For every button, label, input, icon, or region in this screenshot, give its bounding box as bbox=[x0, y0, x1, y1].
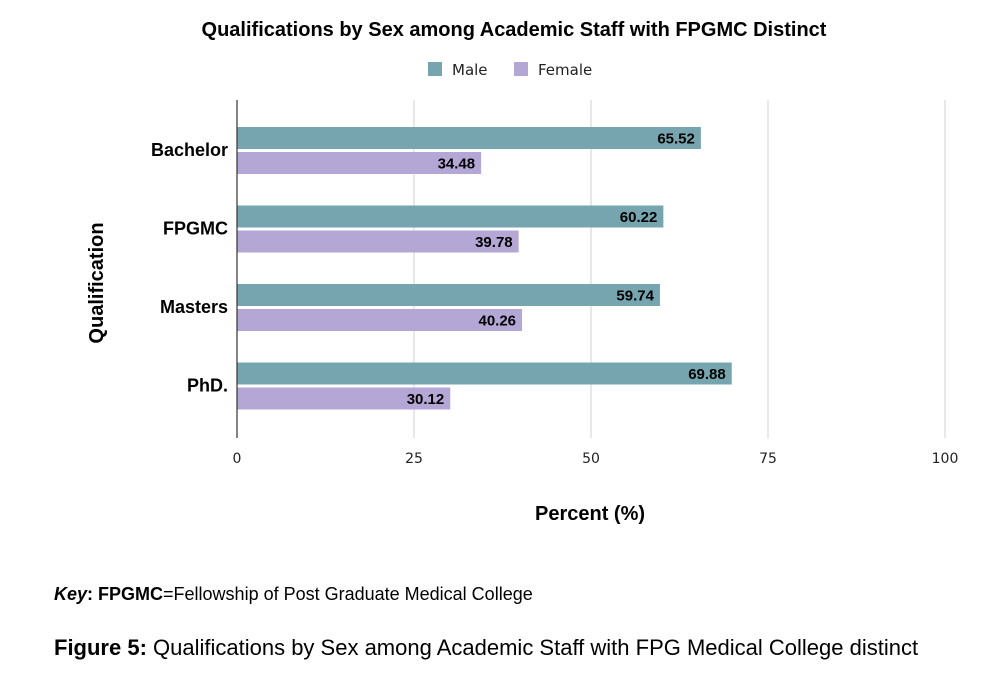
x-tick-label: 100 bbox=[932, 451, 959, 467]
bar-male bbox=[237, 362, 732, 385]
x-tick-label: 50 bbox=[582, 451, 600, 467]
legend-swatch-female bbox=[514, 62, 528, 76]
figure-caption: Figure 5: Qualifications by Sex among Ac… bbox=[54, 635, 918, 661]
category-label: Masters bbox=[160, 297, 228, 317]
data-label: 30.12 bbox=[407, 391, 445, 408]
x-tick-label: 25 bbox=[405, 451, 423, 467]
key-abbr: FPGMC bbox=[98, 584, 164, 604]
key-note: Key: FPGMC=Fellowship of Post Graduate M… bbox=[54, 584, 533, 605]
key-definition: =Fellowship of Post Graduate Medical Col… bbox=[163, 584, 533, 604]
bar-female bbox=[237, 230, 519, 253]
data-label: 65.52 bbox=[657, 131, 695, 148]
data-label: 39.78 bbox=[475, 234, 513, 251]
x-tick-label: 0 bbox=[233, 451, 242, 467]
bar-male bbox=[237, 284, 660, 306]
category-labels: Bachelor FPGMC Masters PhD. bbox=[151, 140, 228, 396]
bar-female bbox=[237, 309, 523, 331]
legend-label-male: Male bbox=[452, 61, 488, 79]
data-label: 60.22 bbox=[620, 209, 658, 226]
gridlines bbox=[413, 100, 946, 438]
legend-swatch-male bbox=[428, 62, 442, 76]
key-term: Key bbox=[54, 584, 88, 604]
data-label: 40.26 bbox=[478, 313, 516, 330]
bar-female bbox=[237, 387, 451, 410]
data-label: 69.88 bbox=[688, 366, 726, 383]
legend: Male Female bbox=[428, 61, 592, 79]
y-axis-title: Qualification bbox=[86, 222, 108, 343]
figure-label: Figure 5: bbox=[54, 635, 147, 660]
data-label: 59.74 bbox=[616, 288, 654, 305]
legend-label-female: Female bbox=[538, 61, 592, 79]
bar-male bbox=[237, 205, 664, 228]
chart-title: Qualifications by Sex among Academic Sta… bbox=[202, 19, 827, 41]
category-label: FPGMC bbox=[163, 219, 228, 239]
category-label: Bachelor bbox=[151, 140, 228, 160]
category-label: PhD. bbox=[187, 376, 228, 396]
key-sep: : bbox=[87, 584, 99, 604]
x-tick-labels: 0 25 50 75 100 bbox=[233, 451, 959, 467]
bars bbox=[237, 127, 732, 410]
x-tick-label: 75 bbox=[759, 451, 777, 467]
data-labels: 65.52 34.48 60.22 39.78 59.74 40.26 69.88 30.12 bbox=[407, 131, 726, 409]
x-axis-title: Percent (%) bbox=[535, 503, 645, 525]
data-label: 34.48 bbox=[438, 156, 476, 173]
figure-caption-text: Qualifications by Sex among Academic Sta… bbox=[146, 635, 919, 660]
bar-chart: Qualifications by Sex among Academic Sta… bbox=[86, 19, 959, 525]
bar-male bbox=[237, 127, 701, 149]
bar-female bbox=[237, 152, 482, 174]
